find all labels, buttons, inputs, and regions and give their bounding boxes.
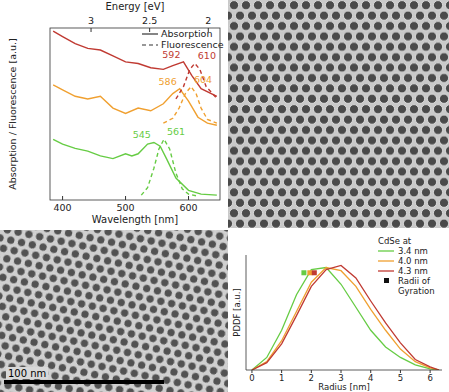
tick [91, 28, 92, 32]
tick-label: 500 [116, 202, 134, 213]
tick-label: 2 [309, 373, 314, 383]
axis-title: Radius [nm] [318, 382, 370, 392]
axis-title: Energy [eV] [106, 1, 165, 12]
legend-swatch [378, 270, 394, 271]
legend-label: 3.4 nm [398, 246, 428, 256]
gyration-marker [301, 270, 306, 275]
tick-label: 5 [398, 373, 403, 383]
panel-bg [0, 0, 226, 228]
curve [176, 63, 217, 98]
gyration-marker [307, 270, 312, 275]
plot-area [252, 265, 439, 370]
legend-label: 4.3 nm [398, 266, 428, 276]
tick-label: 6 [427, 373, 432, 383]
tem-image [0, 230, 228, 392]
legend-swatch [378, 260, 394, 261]
tem-image [228, 0, 449, 228]
tick-label: 400 [54, 202, 72, 213]
peak-label: 586 [159, 76, 177, 87]
x-axis [246, 370, 442, 371]
peak-label: 545 [133, 129, 151, 140]
y-axis [246, 255, 247, 370]
legend-label: Absorption [161, 28, 212, 39]
peak-label: 604 [194, 74, 212, 85]
tick-label: 3 [88, 15, 94, 26]
curve [141, 139, 198, 196]
tick-label: 600 [179, 202, 197, 213]
panel-bg [230, 232, 449, 392]
curve [252, 265, 439, 370]
tick-label: 2 [205, 15, 211, 26]
figure: 100 nm 400 500 600Wavelength [nm] 3 2.5 2 Energ… [0, 0, 449, 392]
chart-pddf: 0123456Radius [nm]PDDF [a.u.]CdSe at3.4 … [232, 236, 442, 392]
scale-bar-label: 100 nm [8, 368, 46, 379]
legend-label: Radii ofGyration [398, 276, 435, 296]
curve [53, 85, 217, 125]
legend-swatch [384, 278, 389, 283]
tick-label: 0 [249, 373, 254, 383]
scale-bar [4, 380, 164, 384]
legend-title: CdSe at [378, 236, 412, 246]
tick [125, 196, 126, 200]
chart-absorption: 400 500 600Wavelength [nm] 3 2.5 2 Energy [eV]… [7, 1, 224, 225]
legend-label: Fluorescence [161, 39, 224, 50]
tick-label: 2.5 [142, 15, 157, 26]
tick [62, 196, 63, 200]
plot-frame [50, 28, 220, 200]
peak-label: 561 [167, 126, 185, 137]
legend-label-line: Radii of [398, 276, 431, 286]
tick-label: 1 [279, 373, 284, 383]
peak-label: 592 [162, 49, 180, 60]
scale-bar-label-bg [6, 367, 48, 379]
tick [149, 28, 150, 32]
curve [53, 139, 217, 195]
axis-title: Absorption / Fluorescence [a.u.] [7, 38, 18, 190]
legend-swatch [142, 44, 158, 45]
axis-title: PDDF [a.u.] [232, 288, 242, 336]
legend-label: 4.0 nm [398, 256, 428, 266]
peak-label: 610 [198, 50, 216, 61]
gyration-marker [312, 270, 317, 275]
tick [188, 196, 189, 200]
plot-area [53, 31, 217, 196]
legend-swatch [142, 33, 158, 34]
legend-label-line: Gyration [398, 286, 435, 296]
axis-title: Wavelength [nm] [92, 214, 178, 225]
legend-swatch [378, 250, 394, 251]
